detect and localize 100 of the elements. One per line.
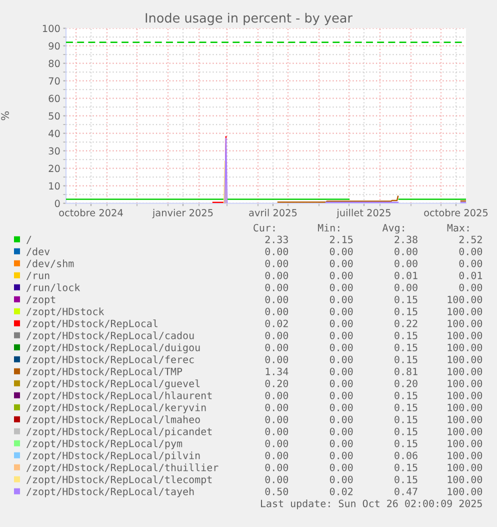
- y-tick-label: 100: [42, 24, 60, 32]
- legend-label: /dev/shm: [26, 260, 74, 268]
- text: 1.34: [266, 368, 288, 376]
- legend-label: /zopt/HDstock: [26, 308, 104, 318]
- text: 0.00: [265, 356, 288, 364]
- text: 0.00: [330, 380, 353, 388]
- legend-label: /zopt/HDstock/RepLocal/pilvin: [26, 451, 200, 462]
- text: 0.00: [265, 428, 288, 436]
- legend-label: /zopt: [26, 296, 56, 306]
- text: 0.15: [394, 428, 418, 436]
- text: Avg:: [382, 224, 404, 234]
- y-tick-label: 70: [48, 77, 60, 85]
- text: 100.00: [448, 464, 482, 472]
- text: 100.00: [448, 320, 482, 328]
- text: 0.00: [265, 392, 288, 400]
- text: 0.00: [265, 452, 288, 460]
- text: 0.00: [330, 428, 353, 436]
- text: 0.00: [265, 272, 288, 280]
- text: 0.00: [330, 344, 353, 352]
- text: 0.15: [394, 344, 418, 352]
- text: 2.38: [394, 236, 418, 244]
- text: 0.15: [394, 296, 418, 304]
- text: 0.01: [394, 272, 418, 280]
- y-tick-label: 30: [48, 147, 60, 155]
- text: 0.00: [330, 296, 353, 304]
- text: 0.00: [330, 284, 353, 292]
- y-tick-label: 40: [48, 130, 60, 138]
- text: Min:: [318, 224, 340, 232]
- y-tick-label: 10: [49, 182, 60, 190]
- legend-label: /zopt/HDstock/RepLocal/lmaheo: [26, 415, 200, 426]
- text: 0.00: [265, 344, 288, 352]
- text: 100.00: [448, 440, 482, 448]
- text: 100.00: [448, 488, 482, 496]
- text: 100.00: [448, 296, 482, 304]
- y-tick-label: 50: [48, 112, 60, 120]
- text: 0.00: [394, 260, 418, 268]
- text: 0.15: [394, 392, 418, 400]
- text: 0.20: [265, 380, 288, 388]
- text: 0.00: [459, 284, 482, 292]
- text: 2.52: [459, 236, 482, 244]
- text: 0.00: [394, 284, 418, 292]
- text: 0.00: [459, 248, 482, 256]
- legend-label: /zopt/HDstock/RepLocal/duigou: [26, 343, 200, 354]
- text: 0.00: [330, 368, 353, 376]
- legend-label: /zopt/HDstock/RepLocal/pym: [26, 439, 182, 450]
- text: 100.00: [448, 428, 482, 436]
- legend-label: /run/lock: [26, 283, 80, 292]
- legend-label: /zopt/HDstock/RepLocal/picandet: [26, 427, 212, 438]
- y-tick-label: 60: [48, 94, 60, 102]
- legend-label: /zopt/HDstock/RepLocal/hlaurent: [26, 391, 212, 402]
- text: 100.00: [448, 344, 482, 352]
- y-tick-label: 80: [48, 60, 60, 68]
- text: 0.00: [265, 440, 288, 448]
- text: 100.00: [448, 392, 482, 400]
- x-tick-label: janvier 2025: [152, 208, 213, 218]
- text: 0.00: [265, 296, 288, 304]
- text: 0.00: [394, 248, 418, 256]
- chart-title: Inode usage in percent - by year: [146, 12, 352, 26]
- text: 0.00: [330, 332, 353, 340]
- text: 0.00: [330, 440, 353, 448]
- text: 0.00: [330, 404, 353, 412]
- y-tick-label: 0: [54, 200, 60, 208]
- text: 100.00: [448, 476, 482, 484]
- text: 0.00: [265, 284, 288, 292]
- text: 0.06: [394, 452, 418, 460]
- text: 0.15: [394, 332, 418, 340]
- text: 0.02: [265, 320, 288, 328]
- text: 0.01: [459, 272, 482, 280]
- text: 0.00: [265, 308, 288, 316]
- text: 100.00: [448, 404, 482, 412]
- text: 0.00: [265, 332, 288, 340]
- legend-label: /dev: [26, 248, 50, 256]
- text: 0.20: [394, 380, 418, 388]
- text: 0.00: [330, 260, 353, 268]
- text: Max:: [447, 224, 469, 232]
- legend-label: /zopt/HDstock/RepLocal/TMP: [26, 367, 182, 378]
- legend-label: /run: [26, 272, 50, 280]
- legend-label: /zopt/HDstock/RepLocal: [26, 319, 158, 330]
- text: 0.15: [394, 308, 418, 316]
- text: 0.00: [265, 248, 288, 256]
- legend-label: /zopt/HDstock/RepLocal/ferec: [26, 355, 194, 366]
- text: 100.00: [448, 416, 482, 424]
- legend-label: /: [26, 236, 32, 244]
- legend-label: /zopt/HDstock/RepLocal/cadou: [26, 331, 194, 342]
- text: 0.00: [330, 308, 353, 316]
- x-tick-label: juillet 2025: [336, 208, 390, 218]
- x-tick-label: octobre 2024: [59, 208, 123, 216]
- text: 0.00: [265, 416, 288, 424]
- text: 0.00: [330, 452, 353, 460]
- legend-label: /zopt/HDstock/RepLocal/tayeh: [26, 487, 194, 498]
- text: 0.00: [330, 320, 353, 328]
- text: 0.00: [330, 464, 353, 472]
- x-tick-label: octobre 2025: [424, 208, 488, 216]
- legend-label: /zopt/HDstock/RepLocal/tlecompt: [26, 475, 212, 486]
- text: 0.00: [459, 260, 482, 268]
- legend-label: /zopt/HDstock/RepLocal/guevel: [26, 379, 200, 390]
- text: 100.00: [448, 380, 482, 388]
- text: Cur:: [254, 224, 275, 232]
- text: 0.00: [330, 392, 353, 400]
- y-axis-title: %: [1, 111, 9, 120]
